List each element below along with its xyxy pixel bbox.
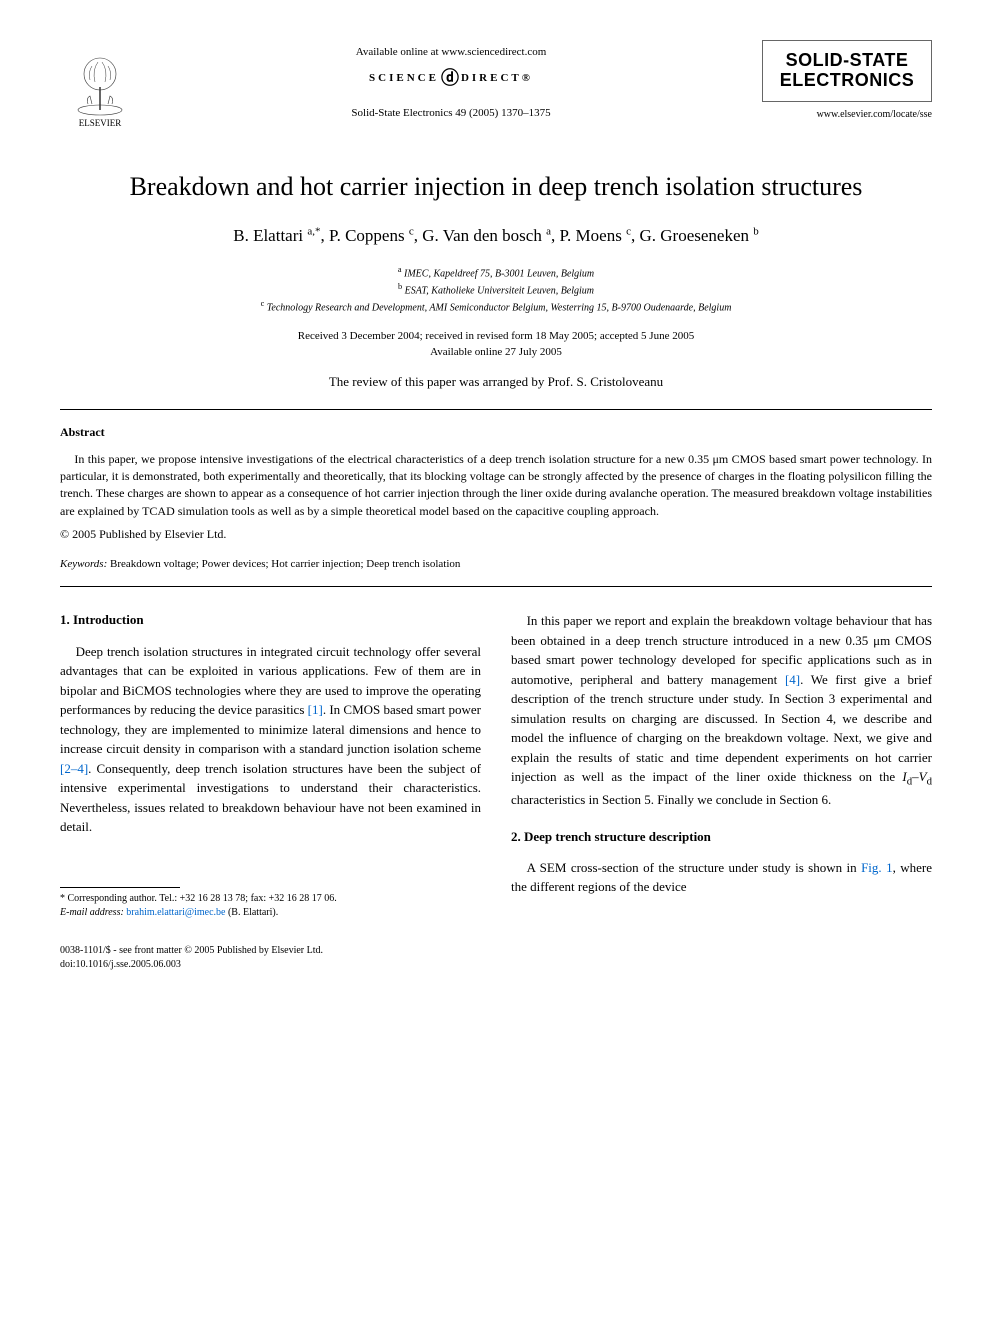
rule-below-abstract — [60, 586, 932, 587]
section-2-heading: 2. Deep trench structure description — [511, 828, 932, 846]
journal-title-line1: SOLID-STATE — [775, 51, 919, 71]
section-1-heading: 1. Introduction — [60, 611, 481, 629]
keywords-label: Keywords: — [60, 558, 107, 570]
affiliations: a IMEC, Kapeldreef 75, B-3001 Leuven, Be… — [60, 264, 932, 316]
article-dates: Received 3 December 2004; received in re… — [60, 328, 932, 361]
journal-title-box: SOLID-STATE ELECTRONICS — [762, 40, 932, 102]
publisher-name: ELSEVIER — [79, 117, 122, 130]
abstract-copyright: © 2005 Published by Elsevier Ltd. — [60, 526, 932, 543]
keywords-line: Keywords: Breakdown voltage; Power devic… — [60, 557, 932, 572]
center-header: Available online at www.sciencedirect.co… — [140, 40, 762, 121]
review-note: The review of this paper was arranged by… — [60, 373, 932, 391]
intro-continuation-paragraph: In this paper we report and explain the … — [511, 611, 932, 809]
citation-text: Solid-State Electronics 49 (2005) 1370–1… — [140, 106, 762, 121]
abstract-body: In this paper, we propose intensive inve… — [60, 451, 932, 521]
email-suffix: (B. Elattari). — [228, 907, 278, 918]
sciencedirect-left: SCIENCE — [369, 73, 439, 85]
left-column: 1. Introduction Deep trench isolation st… — [60, 611, 481, 919]
c2-italic-V: V — [919, 769, 927, 784]
fig-1-ref[interactable]: Fig. 1 — [861, 860, 893, 875]
section-1-paragraph: Deep trench isolation structures in inte… — [60, 642, 481, 837]
article-title: Breakdown and hot carrier injection in d… — [60, 170, 932, 204]
body-columns: 1. Introduction Deep trench isolation st… — [60, 611, 932, 919]
corresponding-text: * Corresponding author. Tel.: +32 16 28 … — [60, 892, 481, 906]
authors-line: B. Elattari a,*, P. Coppens c, G. Van de… — [60, 224, 932, 248]
email-line: E-mail address: brahim.elattari@imec.be … — [60, 906, 481, 920]
affiliation-a: a IMEC, Kapeldreef 75, B-3001 Leuven, Be… — [60, 264, 932, 281]
at-symbol-icon: ⓓ — [441, 66, 459, 91]
journal-url: www.elsevier.com/locate/sse — [762, 108, 932, 122]
rule-above-abstract — [60, 409, 932, 410]
abstract-text: In this paper, we propose intensive inve… — [60, 451, 932, 521]
publisher-logo: ELSEVIER — [60, 40, 140, 130]
email-label: E-mail address: — [60, 907, 124, 918]
abstract-heading: Abstract — [60, 424, 932, 441]
ref-4[interactable]: [4] — [785, 672, 800, 687]
bottom-metadata: 0038-1101/$ - see front matter © 2005 Pu… — [60, 944, 932, 972]
dates-online: Available online 27 July 2005 — [60, 344, 932, 361]
issn-line: 0038-1101/$ - see front matter © 2005 Pu… — [60, 944, 932, 958]
journal-title-line2: ELECTRONICS — [775, 71, 919, 91]
available-online-text: Available online at www.sciencedirect.co… — [140, 45, 762, 60]
section-2-paragraph: A SEM cross-section of the structure und… — [511, 858, 932, 897]
elsevier-tree-icon — [70, 52, 130, 117]
c2-text-post: . We first give a brief description of t… — [511, 672, 932, 785]
affiliation-b: b ESAT, Katholieke Universiteit Leuven, … — [60, 281, 932, 298]
ref-1[interactable]: [1] — [308, 702, 323, 717]
corresponding-author-footnote: * Corresponding author. Tel.: +32 16 28 … — [60, 892, 481, 920]
footnote-rule — [60, 887, 180, 888]
dates-received: Received 3 December 2004; received in re… — [60, 328, 932, 345]
c2-sub-d2: d — [927, 776, 932, 788]
ref-2-4[interactable]: [2–4] — [60, 761, 88, 776]
page-header: ELSEVIER Available online at www.science… — [60, 40, 932, 130]
right-column: In this paper we report and explain the … — [511, 611, 932, 919]
c2-text-end: characteristics in Section 5. Finally we… — [511, 792, 831, 807]
doi-line: doi:10.1016/j.sse.2005.06.003 — [60, 958, 932, 972]
keywords-values: Breakdown voltage; Power devices; Hot ca… — [110, 558, 460, 570]
affiliation-c: c Technology Research and Development, A… — [60, 298, 932, 315]
journal-box-wrapper: SOLID-STATE ELECTRONICS www.elsevier.com… — [762, 40, 932, 122]
email-link[interactable]: brahim.elattari@imec.be — [126, 907, 225, 918]
sciencedirect-logo: SCIENCEⓓDIRECT® — [140, 66, 762, 91]
registered-icon: ® — [522, 73, 533, 85]
s2-text-pre: A SEM cross-section of the structure und… — [527, 860, 861, 875]
sciencedirect-right: DIRECT — [461, 73, 522, 85]
s1-text-post: . Consequently, deep trench isolation st… — [60, 761, 481, 835]
